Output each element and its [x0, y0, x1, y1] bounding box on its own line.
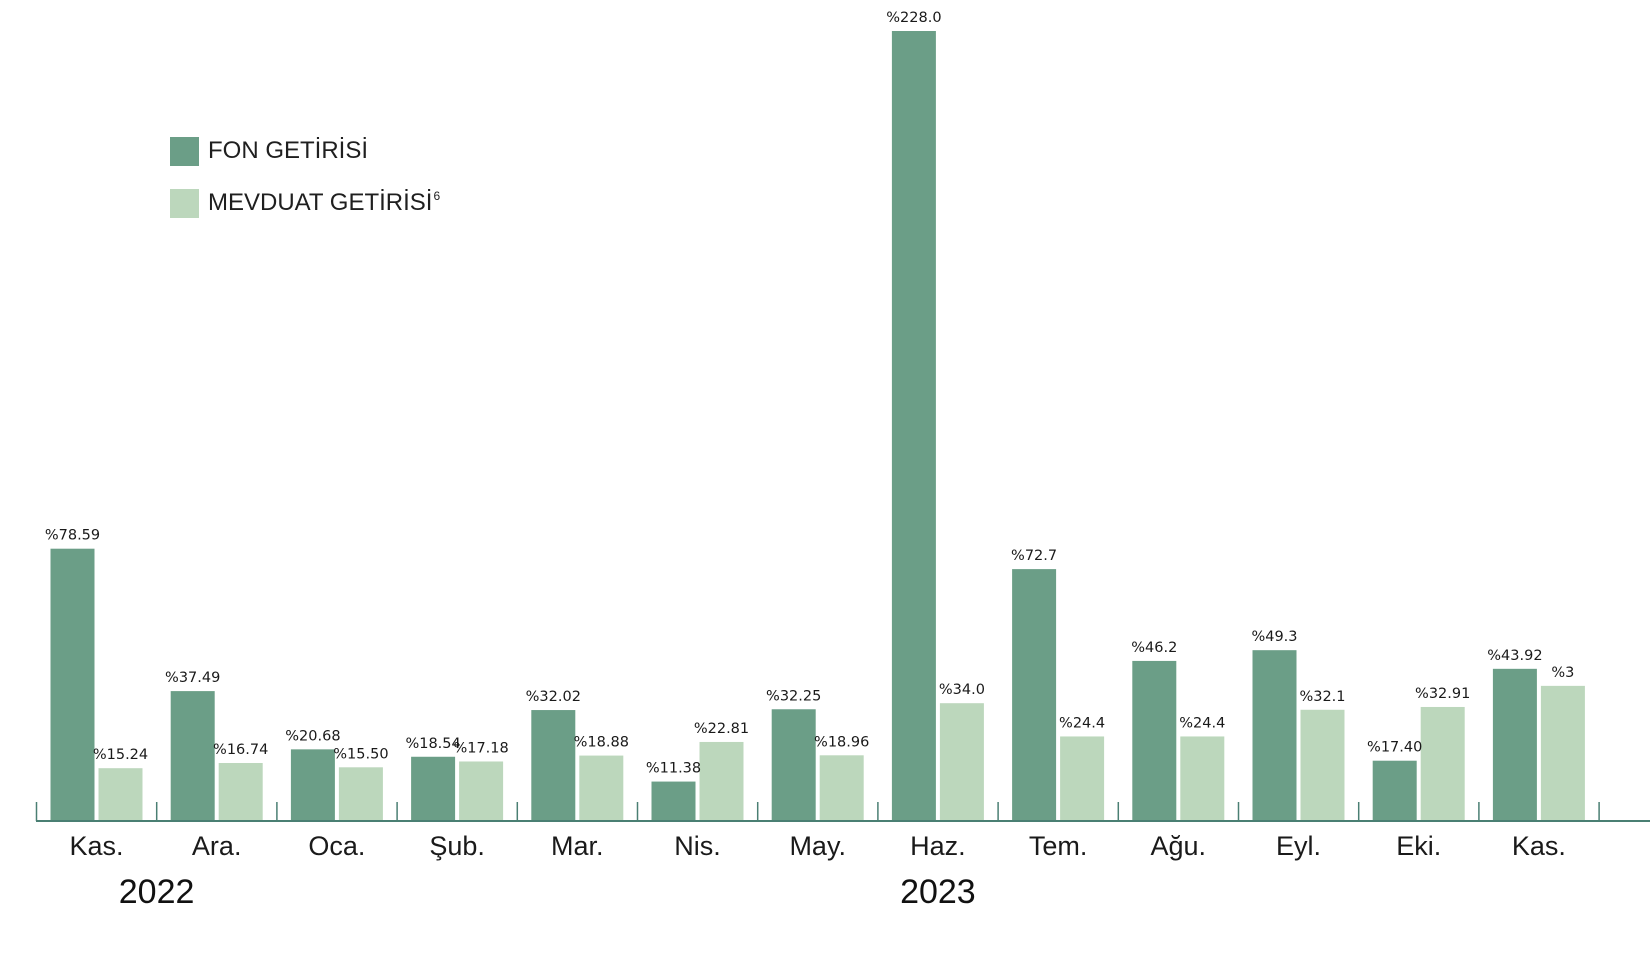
- value-label-fund-11: %17.40: [1367, 740, 1422, 756]
- month-label-0: Kas.: [69, 831, 123, 861]
- bar-fund-4: [531, 710, 576, 821]
- value-label-fund-2: %20.68: [285, 728, 340, 744]
- value-label-fund-4: %32.02: [526, 689, 581, 705]
- bar-deposit-3: [459, 761, 504, 821]
- x-axis-year-labels: 2022 2023: [119, 873, 976, 911]
- legend-swatch-fund: [170, 136, 199, 166]
- value-label-fund-10: %49.3: [1251, 629, 1297, 645]
- legend-swatch-deposit: [170, 188, 199, 218]
- legend-label-fund: FON GETİRİSİ: [208, 137, 369, 164]
- month-label-5: Nis.: [674, 831, 721, 861]
- bar-fund-11: [1372, 760, 1417, 821]
- value-label-deposit-7: %34.0: [939, 682, 985, 698]
- value-label-deposit-0: %15.24: [93, 747, 148, 763]
- bar-deposit-9: [1180, 736, 1225, 821]
- bar-fund-7: [891, 31, 936, 821]
- month-label-7: Haz.: [910, 831, 966, 861]
- month-label-2: Oca.: [308, 831, 365, 861]
- bar-fund-6: [771, 709, 816, 821]
- month-label-1: Ara.: [192, 831, 242, 861]
- bar-deposit-5: [699, 741, 744, 821]
- month-label-12: Kas.: [1512, 831, 1566, 861]
- value-label-fund-12: %43.92: [1487, 648, 1542, 664]
- chart-value-labels: %78.59 %15.24 %37.49 %16.74 %20.68 %15.50 %18.…: [45, 10, 1575, 777]
- value-label-deposit-12: %3: [1551, 665, 1574, 681]
- value-label-deposit-3: %17.18: [453, 740, 508, 756]
- bar-fund-5: [651, 781, 696, 821]
- value-label-fund-6: %32.25: [766, 688, 821, 704]
- bar-deposit-6: [819, 755, 864, 821]
- x-axis: [35, 802, 1650, 822]
- chart-bars: [50, 31, 1585, 821]
- month-label-6: May.: [789, 831, 846, 861]
- legend-footnote-marker: 6: [433, 189, 441, 203]
- value-label-deposit-9: %24.4: [1179, 715, 1225, 731]
- value-label-deposit-11: %32.91: [1415, 686, 1470, 702]
- month-label-3: Şub.: [429, 831, 485, 861]
- value-label-deposit-5: %22.81: [694, 721, 749, 737]
- value-label-fund-8: %72.7: [1011, 548, 1057, 564]
- bar-fund-0: [50, 548, 95, 821]
- legend-item-fund: FON GETİRİSİ: [170, 136, 440, 166]
- month-label-10: Eyl.: [1276, 831, 1321, 861]
- bar-deposit-10: [1300, 709, 1345, 821]
- year-label-2023: 2023: [900, 873, 976, 911]
- bar-fund-8: [1012, 569, 1057, 821]
- month-label-11: Eki.: [1396, 831, 1441, 861]
- legend-item-deposit: MEVDUAT GETİRİSİ 6: [170, 188, 440, 218]
- value-label-deposit-10: %32.1: [1299, 689, 1345, 705]
- bar-fund-2: [290, 749, 335, 821]
- month-label-4: Mar.: [551, 831, 604, 861]
- value-label-fund-9: %46.2: [1131, 640, 1177, 656]
- value-label-fund-3: %18.54: [405, 736, 460, 752]
- value-label-deposit-8: %24.4: [1059, 715, 1105, 731]
- bar-fund-3: [411, 756, 456, 821]
- value-label-deposit-1: %16.74: [213, 742, 268, 758]
- legend-label-deposit: MEVDUAT GETİRİSİ: [208, 189, 433, 216]
- chart-legend: FON GETİRİSİ MEVDUAT GETİRİSİ 6: [170, 136, 440, 240]
- bar-deposit-4: [579, 755, 624, 821]
- bar-fund-10: [1252, 650, 1297, 821]
- value-label-deposit-4: %18.88: [574, 735, 629, 751]
- bar-fund-9: [1132, 660, 1177, 821]
- bar-deposit-7: [939, 703, 984, 821]
- value-label-fund-5: %11.38: [646, 761, 701, 777]
- month-label-8: Tem.: [1029, 831, 1088, 861]
- bar-deposit-0: [98, 768, 143, 821]
- value-label-fund-7: %228.0: [886, 10, 941, 26]
- value-label-deposit-2: %15.50: [333, 746, 388, 762]
- bar-fund-12: [1492, 668, 1537, 821]
- bar-deposit-1: [218, 762, 263, 821]
- year-label-2022: 2022: [119, 873, 195, 911]
- month-label-9: Ağu.: [1151, 831, 1207, 861]
- value-label-fund-1: %37.49: [165, 670, 220, 686]
- value-label-fund-0: %78.59: [45, 528, 100, 544]
- x-axis-month-labels: Kas. Ara. Oca. Şub. Mar. Nis. May. Haz. Tem. Ağu.…: [69, 831, 1565, 861]
- bar-deposit-12: [1540, 685, 1585, 821]
- bar-fund-1: [170, 691, 215, 821]
- bar-deposit-11: [1420, 706, 1465, 821]
- bar-deposit-2: [338, 767, 383, 821]
- bar-deposit-8: [1060, 736, 1105, 821]
- value-label-deposit-6: %18.96: [814, 734, 869, 750]
